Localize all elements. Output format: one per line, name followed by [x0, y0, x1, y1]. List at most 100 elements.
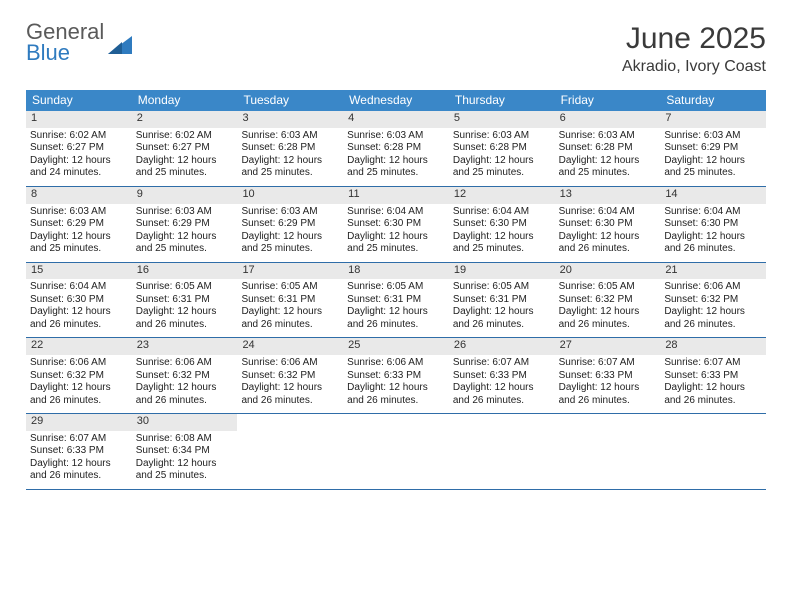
daylight-line: and 25 minutes. [664, 167, 762, 180]
logo: General Blue [26, 22, 134, 64]
sunset-line: Sunset: 6:29 PM [241, 218, 339, 231]
sunset-line: Sunset: 6:30 PM [30, 294, 128, 307]
daylight-line: Daylight: 12 hours [347, 306, 445, 319]
day-number: 7 [660, 111, 766, 128]
day-cell: 6Sunrise: 6:03 AMSunset: 6:28 PMDaylight… [555, 111, 661, 186]
dow-cell: Wednesday [343, 90, 449, 111]
sunrise-line: Sunrise: 6:03 AM [241, 206, 339, 219]
day-cell: 9Sunrise: 6:03 AMSunset: 6:29 PMDaylight… [132, 187, 238, 262]
day-number: 23 [132, 338, 238, 355]
daylight-line: and 26 minutes. [30, 395, 128, 408]
daylight-line: and 26 minutes. [559, 319, 657, 332]
sunrise-line: Sunrise: 6:05 AM [347, 281, 445, 294]
day-cell [660, 414, 766, 489]
day-cell: 13Sunrise: 6:04 AMSunset: 6:30 PMDayligh… [555, 187, 661, 262]
day-number: 3 [237, 111, 343, 128]
daylight-line: Daylight: 12 hours [241, 306, 339, 319]
sunrise-line: Sunrise: 6:03 AM [453, 130, 551, 143]
week-row: 29Sunrise: 6:07 AMSunset: 6:33 PMDayligh… [26, 414, 766, 490]
sunrise-line: Sunrise: 6:02 AM [136, 130, 234, 143]
sunset-line: Sunset: 6:33 PM [30, 445, 128, 458]
day-cell: 8Sunrise: 6:03 AMSunset: 6:29 PMDaylight… [26, 187, 132, 262]
daylight-line: and 25 minutes. [136, 243, 234, 256]
sunset-line: Sunset: 6:30 PM [559, 218, 657, 231]
sunrise-line: Sunrise: 6:05 AM [136, 281, 234, 294]
day-cell: 27Sunrise: 6:07 AMSunset: 6:33 PMDayligh… [555, 338, 661, 413]
daylight-line: Daylight: 12 hours [453, 155, 551, 168]
daylight-line: and 26 minutes. [30, 319, 128, 332]
week-row: 22Sunrise: 6:06 AMSunset: 6:32 PMDayligh… [26, 338, 766, 414]
daylight-line: and 25 minutes. [347, 243, 445, 256]
daylight-line: and 25 minutes. [453, 243, 551, 256]
weeks-container: 1Sunrise: 6:02 AMSunset: 6:27 PMDaylight… [26, 111, 766, 490]
day-number: 19 [449, 263, 555, 280]
sunset-line: Sunset: 6:32 PM [30, 370, 128, 383]
daylight-line: and 26 minutes. [241, 319, 339, 332]
sunset-line: Sunset: 6:31 PM [347, 294, 445, 307]
day-cell: 29Sunrise: 6:07 AMSunset: 6:33 PMDayligh… [26, 414, 132, 489]
daylight-line: Daylight: 12 hours [453, 231, 551, 244]
daylight-line: and 25 minutes. [347, 167, 445, 180]
daylight-line: Daylight: 12 hours [241, 382, 339, 395]
sunset-line: Sunset: 6:32 PM [241, 370, 339, 383]
daylight-line: and 25 minutes. [136, 167, 234, 180]
daylight-line: Daylight: 12 hours [30, 458, 128, 471]
sunset-line: Sunset: 6:32 PM [559, 294, 657, 307]
sunset-line: Sunset: 6:31 PM [136, 294, 234, 307]
sunset-line: Sunset: 6:28 PM [453, 142, 551, 155]
day-number: 17 [237, 263, 343, 280]
daylight-line: and 26 minutes. [664, 395, 762, 408]
day-cell [449, 414, 555, 489]
day-cell: 21Sunrise: 6:06 AMSunset: 6:32 PMDayligh… [660, 263, 766, 338]
daylight-line: Daylight: 12 hours [559, 382, 657, 395]
day-cell: 18Sunrise: 6:05 AMSunset: 6:31 PMDayligh… [343, 263, 449, 338]
day-cell: 30Sunrise: 6:08 AMSunset: 6:34 PMDayligh… [132, 414, 238, 489]
sunset-line: Sunset: 6:34 PM [136, 445, 234, 458]
title-block: June 2025 Akradio, Ivory Coast [622, 22, 766, 76]
day-cell [555, 414, 661, 489]
day-cell: 19Sunrise: 6:05 AMSunset: 6:31 PMDayligh… [449, 263, 555, 338]
daylight-line: Daylight: 12 hours [664, 155, 762, 168]
day-cell: 3Sunrise: 6:03 AMSunset: 6:28 PMDaylight… [237, 111, 343, 186]
daylight-line: and 25 minutes. [136, 470, 234, 483]
daylight-line: Daylight: 12 hours [241, 231, 339, 244]
sunrise-line: Sunrise: 6:06 AM [136, 357, 234, 370]
daylight-line: Daylight: 12 hours [136, 382, 234, 395]
day-number: 25 [343, 338, 449, 355]
day-cell: 26Sunrise: 6:07 AMSunset: 6:33 PMDayligh… [449, 338, 555, 413]
sunrise-line: Sunrise: 6:08 AM [136, 433, 234, 446]
sunrise-line: Sunrise: 6:07 AM [664, 357, 762, 370]
sunrise-line: Sunrise: 6:04 AM [30, 281, 128, 294]
daylight-line: Daylight: 12 hours [30, 306, 128, 319]
sunset-line: Sunset: 6:29 PM [136, 218, 234, 231]
day-cell: 15Sunrise: 6:04 AMSunset: 6:30 PMDayligh… [26, 263, 132, 338]
sunset-line: Sunset: 6:33 PM [559, 370, 657, 383]
header: General Blue June 2025 Akradio, Ivory Co… [26, 22, 766, 76]
sunset-line: Sunset: 6:28 PM [241, 142, 339, 155]
daylight-line: and 26 minutes. [136, 319, 234, 332]
day-cell: 16Sunrise: 6:05 AMSunset: 6:31 PMDayligh… [132, 263, 238, 338]
daylight-line: Daylight: 12 hours [347, 155, 445, 168]
sunset-line: Sunset: 6:33 PM [347, 370, 445, 383]
dow-cell: Tuesday [237, 90, 343, 111]
daylight-line: Daylight: 12 hours [559, 231, 657, 244]
day-number: 2 [132, 111, 238, 128]
sunset-line: Sunset: 6:28 PM [347, 142, 445, 155]
day-cell: 22Sunrise: 6:06 AMSunset: 6:32 PMDayligh… [26, 338, 132, 413]
day-number: 28 [660, 338, 766, 355]
day-number: 21 [660, 263, 766, 280]
day-number: 6 [555, 111, 661, 128]
sunrise-line: Sunrise: 6:02 AM [30, 130, 128, 143]
sunrise-line: Sunrise: 6:04 AM [664, 206, 762, 219]
sunrise-line: Sunrise: 6:03 AM [347, 130, 445, 143]
daylight-line: and 25 minutes. [241, 167, 339, 180]
sunset-line: Sunset: 6:33 PM [453, 370, 551, 383]
day-number: 29 [26, 414, 132, 431]
day-cell: 12Sunrise: 6:04 AMSunset: 6:30 PMDayligh… [449, 187, 555, 262]
day-cell: 25Sunrise: 6:06 AMSunset: 6:33 PMDayligh… [343, 338, 449, 413]
logo-sail-icon [106, 34, 134, 56]
sunset-line: Sunset: 6:29 PM [30, 218, 128, 231]
sunset-line: Sunset: 6:33 PM [664, 370, 762, 383]
dow-cell: Monday [132, 90, 238, 111]
page-title: June 2025 [622, 22, 766, 56]
